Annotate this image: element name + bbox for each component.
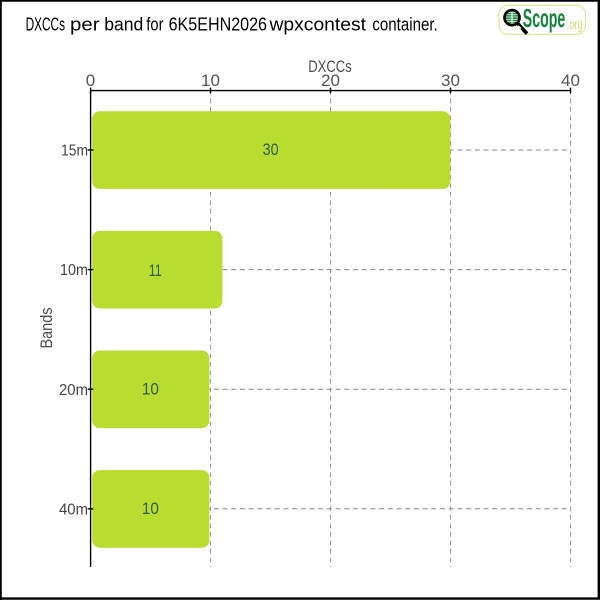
svg-text:band: band [104,14,143,34]
svg-text:10: 10 [142,499,159,518]
svg-text:Scope: Scope [523,3,566,33]
svg-text:container.: container. [372,14,437,34]
svg-text:per: per [70,14,100,34]
svg-text:40: 40 [561,71,580,90]
svg-text:10: 10 [142,380,159,399]
svg-text:20m: 20m [59,382,88,399]
svg-text:wpxcontest: wpxcontest [268,14,366,34]
svg-text:40m: 40m [59,501,88,518]
svg-text:for: for [146,14,163,34]
svg-text:10: 10 [201,71,220,90]
svg-text:30: 30 [441,71,460,90]
svg-text:11: 11 [149,261,162,280]
svg-text:DXCCs: DXCCs [308,57,352,76]
svg-text:Bands: Bands [37,308,56,349]
svg-text:10m: 10m [60,262,88,279]
svg-text:DXCCs: DXCCs [26,14,65,34]
svg-text:.org: .org [567,17,583,32]
svg-text:20: 20 [321,71,340,90]
svg-text:6K5EHN2026: 6K5EHN2026 [169,14,267,34]
svg-text:15m: 15m [61,143,88,160]
svg-text:30: 30 [263,140,279,159]
svg-text:0: 0 [86,71,96,90]
